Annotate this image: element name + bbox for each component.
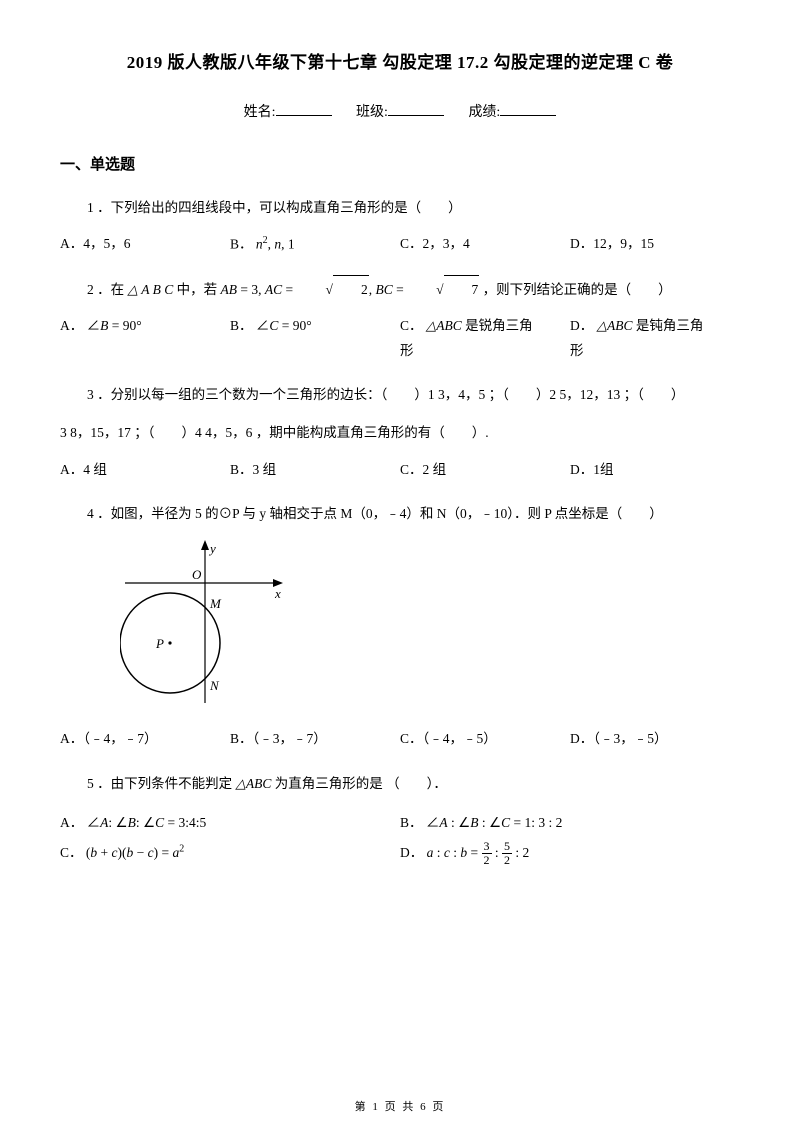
q3-s2: ；（ ） <box>624 387 685 402</box>
q2-opt-d[interactable]: D． △ABC 是钝角三角形 <box>570 314 740 363</box>
q2-prefix: 2 ．在 <box>87 282 124 297</box>
q4-opt-a[interactable]: A．（﹣4，﹣7） <box>60 727 230 751</box>
q5-opt-a[interactable]: A． ∠A: ∠B: ∠C = 3:4:5 <box>60 808 400 838</box>
page-footer: 第 1 页 共 6 页 <box>0 1098 800 1114</box>
info-row: 姓名: 班级: 成绩: <box>60 101 740 121</box>
q3-g3: 8，15，17 <box>70 425 131 440</box>
q3-g1: 3，4，5 <box>438 387 485 402</box>
q5-text: 5 ．由下列条件不能判定 △ABC 为直角三角形的是 （ ）． <box>60 770 740 798</box>
q2-d-pre: D． <box>570 318 593 333</box>
q5cp: C． <box>60 845 83 860</box>
axis-y-label: y <box>208 541 216 556</box>
q2-text: 2 ．在 △ A B C 中，若 AB = 3, AC = 2, BC = 7 … <box>60 275 740 304</box>
q5f2d: 2 <box>502 854 512 867</box>
q5-opt-b[interactable]: B． ∠A : ∠B : ∠C = 1: 3 : 2 <box>400 808 740 838</box>
q3-opt-b[interactable]: B．3 组 <box>230 458 400 482</box>
q4-opt-b[interactable]: B．（﹣3，﹣7） <box>230 727 400 751</box>
q3-s1: ；（ ）2 <box>489 387 557 402</box>
name-label: 姓名: <box>244 105 276 120</box>
q3-opt-a[interactable]: A．4 组 <box>60 458 230 482</box>
score-blank[interactable] <box>500 102 556 116</box>
q4-figure: y x O M N P <box>120 538 740 713</box>
q1-text: 1 ．下列给出的四组线段中，可以构成直角三角形的是（ ） <box>60 194 740 222</box>
q2-tri: △ A B C <box>128 282 174 297</box>
q4-opt-d[interactable]: D．（﹣3，﹣5） <box>570 727 740 751</box>
q3-opt-d[interactable]: D．1组 <box>570 458 740 482</box>
q3-options: A．4 组 B．3 组 C．2 组 D．1组 <box>60 458 740 482</box>
q5-opt-c[interactable]: C． (b + c)(b − c) = a2 <box>60 838 400 868</box>
q3-text: 3 ．分别以每一组的三个数为一个三角形的边长：（ ）1 3，4，5 ；（ ）2 … <box>60 381 740 409</box>
q2-mid: 中，若 <box>177 282 221 297</box>
q5-pre: 5 ．由下列条件不能判定 <box>87 776 232 791</box>
page-title: 2019 版人教版八年级下第十七章 勾股定理 17.2 勾股定理的逆定理 C 卷 <box>60 48 740 73</box>
point-p-label: P <box>155 636 164 651</box>
q5f1n: 3 <box>482 840 492 854</box>
q4-options: A．（﹣4，﹣7） B．（﹣3，﹣7） C．（﹣4，﹣5） D．（﹣3，﹣5） <box>60 727 740 751</box>
q1-opt-c[interactable]: C．2，3，4 <box>400 232 570 257</box>
q3bp: B． <box>230 462 253 477</box>
point-m-label: M <box>209 596 222 611</box>
q4-opt-c[interactable]: C．（﹣4，﹣5） <box>400 727 570 751</box>
q3-l1a: 3 ．分别以每一组的三个数为一个三角形的边长：（ ）1 <box>87 387 435 402</box>
class-label: 班级: <box>356 105 388 120</box>
score-label: 成绩: <box>468 105 500 120</box>
q5-options: A． ∠A: ∠B: ∠C = 3:4:5 B． ∠A : ∠B : ∠C = … <box>60 808 740 867</box>
q2-b-pre: B． <box>230 318 253 333</box>
q2-opt-a[interactable]: A． ∠B = 90° <box>60 314 230 338</box>
q2-a-pre: A． <box>60 318 83 333</box>
q2-opt-c[interactable]: C． △ABC 是锐角三角形 <box>400 314 570 363</box>
point-n-label: N <box>209 678 220 693</box>
q5f2n: 5 <box>502 840 512 854</box>
q4-text: 4 ．如图，半径为 5 的⊙P 与 y 轴相交于点 M（0，﹣4）和 N（0，﹣… <box>60 500 740 528</box>
q5-opt-d[interactable]: D． a : c : b = 32 : 52 : 2 <box>400 838 740 868</box>
q2-c-pre: C． <box>400 318 423 333</box>
q3-tail: ，期中能构成直角三角形的有（ ）. <box>256 425 489 440</box>
q2-suffix: ，则下列结论正确的是（ ） <box>483 282 672 297</box>
q3-g4: 4，5，6 <box>205 425 252 440</box>
q5f1d: 2 <box>482 854 492 867</box>
q1-opt-a[interactable]: A．4，5，6 <box>60 232 230 257</box>
q2-options: A． ∠B = 90° B． ∠C = 90° C． △ABC 是锐角三角形 D… <box>60 314 740 363</box>
q5dp: D． <box>400 845 423 860</box>
q1-b-prefix: B． <box>230 237 253 252</box>
q3c: 2 组 <box>423 462 447 477</box>
q5-suf: 为直角三角形的是 （ ）． <box>275 776 447 791</box>
q1-opt-d[interactable]: D．12，9，15 <box>570 232 740 257</box>
q3ap: A． <box>60 462 83 477</box>
q3cp: C． <box>400 462 423 477</box>
q3b: 3 组 <box>253 462 277 477</box>
q3-opt-c[interactable]: C．2 组 <box>400 458 570 482</box>
q3-text2: 3 8，15，17 ；（ ）4 4，5，6 ，期中能构成直角三角形的有（ ）. <box>60 419 740 447</box>
q3-g2: 5，12，13 <box>560 387 621 402</box>
q5dpost: : 2 <box>515 845 529 860</box>
q3dp: D． <box>570 462 593 477</box>
q3a: 4 组 <box>83 462 107 477</box>
q3-s3: ；（ ）4 <box>134 425 202 440</box>
class-blank[interactable] <box>388 102 444 116</box>
q3-l2a: 3 <box>60 425 67 440</box>
q2-opt-b[interactable]: B． ∠C = 90° <box>230 314 400 338</box>
origin-label: O <box>192 567 202 582</box>
q5ap: A． <box>60 815 83 830</box>
q3d: 1组 <box>593 462 613 477</box>
axis-x-label: x <box>274 586 281 601</box>
q1-opt-b[interactable]: B． n2, n, 1 <box>230 232 400 257</box>
q5bp: B． <box>400 815 423 830</box>
q1-options: A．4，5，6 B． n2, n, 1 C．2，3，4 D．12，9，15 <box>60 232 740 257</box>
section-heading: 一、单选题 <box>60 153 740 174</box>
name-blank[interactable] <box>276 102 332 116</box>
